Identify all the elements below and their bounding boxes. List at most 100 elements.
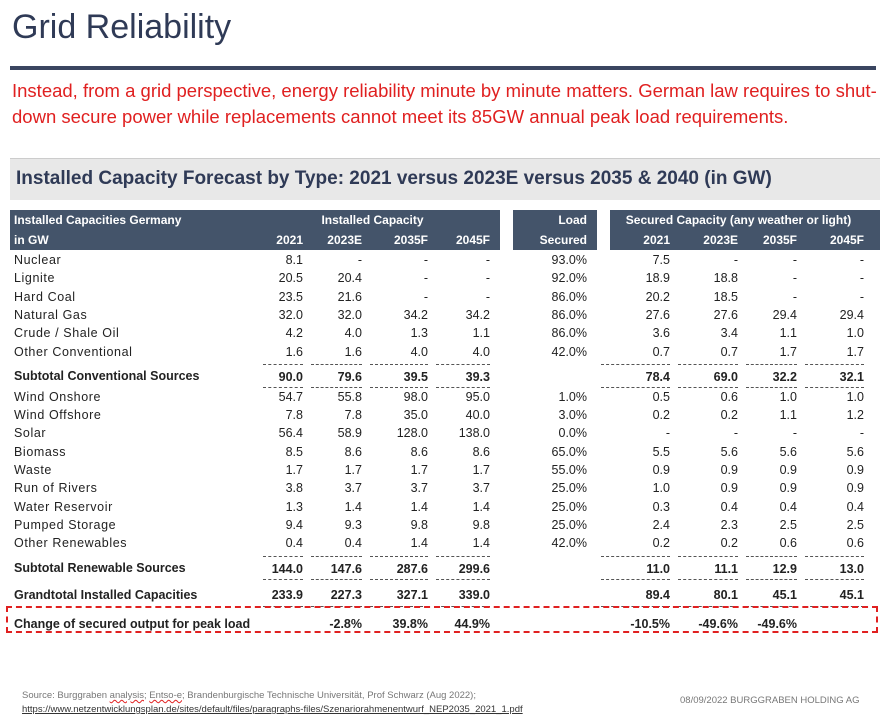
cell-value: 3.0% bbox=[558, 408, 588, 423]
cell-value: 1.2 bbox=[846, 408, 864, 423]
cell-value: 0.4 bbox=[344, 536, 362, 551]
cell-value: 7.5 bbox=[652, 253, 670, 267]
cell-value: - bbox=[859, 271, 864, 286]
cell-value: 0.9 bbox=[652, 463, 670, 477]
cell-value: 32.2 bbox=[746, 363, 797, 388]
cell-value: 20.2 bbox=[645, 289, 670, 304]
cell-value: 25.0% bbox=[551, 499, 587, 514]
cell-value: 0.6 bbox=[720, 389, 738, 404]
source-entso: Entso-e bbox=[149, 690, 183, 701]
header-load: Load bbox=[558, 213, 587, 227]
cell-value: 92.0% bbox=[551, 271, 587, 286]
cell-value: 1.7 bbox=[846, 344, 864, 359]
cell-value: 1.0 bbox=[846, 326, 864, 341]
table-title: Installed Capacity Forecast by Type: 202… bbox=[16, 168, 772, 189]
cell-value: 5.6 bbox=[720, 444, 738, 459]
cell-value: 0.9 bbox=[846, 463, 864, 477]
cell-value: - bbox=[792, 426, 797, 441]
cell-value: 2.4 bbox=[652, 517, 670, 532]
cell-value: - bbox=[485, 271, 490, 286]
cell-value: 0.4 bbox=[285, 536, 303, 551]
row-label: Crude / Shale Oil bbox=[14, 326, 120, 341]
cell-value: 35.0 bbox=[403, 408, 428, 423]
cell-value: 20.5 bbox=[278, 271, 303, 286]
header-bg-load bbox=[513, 210, 597, 250]
page-title: Grid Reliability bbox=[12, 8, 232, 46]
cell-value: 45.1 bbox=[805, 583, 864, 607]
cell-value: 1.0 bbox=[779, 389, 797, 404]
cell-value: 1.1 bbox=[472, 326, 490, 341]
cell-value: 79.6 bbox=[311, 363, 362, 388]
cell-value: 40.0 bbox=[465, 408, 490, 423]
cell-value: 128.0 bbox=[396, 426, 428, 441]
cell-value: 80.1 bbox=[678, 583, 738, 607]
cell-value: 23.5 bbox=[278, 289, 303, 304]
cell-value: 1.3 bbox=[410, 326, 428, 341]
header-year: 2045F bbox=[455, 233, 490, 247]
cell-value: 1.4 bbox=[410, 536, 428, 551]
cell-value: 39.8% bbox=[392, 616, 428, 631]
cell-value: 5.6 bbox=[846, 444, 864, 459]
cell-value: 9.8 bbox=[472, 517, 490, 532]
table-row: Change of secured output for peak load -2… bbox=[12, 611, 864, 637]
cell-value: 1.0% bbox=[558, 389, 588, 404]
cell-value: 29.4 bbox=[772, 307, 797, 322]
footer: 08/09/2022 BURGGRABEN HOLDING AG bbox=[680, 695, 860, 706]
source-note: Source: Burggraben analysis; Entso-e; Br… bbox=[22, 689, 523, 717]
table-row: Other Conventional 1.6 1.6 4.0 4.0 42.0% 0.7 0.… bbox=[12, 343, 864, 361]
cell-value: 0.7 bbox=[720, 344, 738, 359]
header-unit: in GW bbox=[14, 233, 49, 247]
row-label: Change of secured output for peak load bbox=[14, 616, 251, 631]
cell-value: 27.6 bbox=[645, 307, 670, 322]
cell-value: 5.5 bbox=[652, 444, 670, 459]
cell-value: - bbox=[792, 253, 797, 267]
cell-value: 9.3 bbox=[344, 517, 362, 532]
cell-value: 11.0 bbox=[601, 555, 670, 580]
cell-value: 339.0 bbox=[436, 583, 490, 607]
header-year: 2045F bbox=[829, 233, 864, 247]
table-row: Other Renewables 0.4 0.4 1.4 1.4 42.0% 0.2 0.2 0… bbox=[12, 534, 864, 552]
header-year: 2035F bbox=[393, 233, 428, 247]
cell-value: -49.6% bbox=[757, 616, 797, 631]
source-link[interactable]: https://www.netzentwicklungsplan.de/site… bbox=[22, 704, 523, 715]
header-year: 2021 bbox=[643, 233, 670, 247]
cell-value: 3.4 bbox=[720, 326, 738, 341]
cell-value: 1.1 bbox=[779, 408, 797, 423]
cell-value: - bbox=[859, 289, 864, 304]
row-label: Natural Gas bbox=[14, 307, 88, 322]
source-rest: ; Brandenburgische Technische Universitä… bbox=[182, 690, 476, 701]
row-label: Waste bbox=[14, 463, 52, 477]
cell-value: 32.0 bbox=[278, 307, 303, 322]
cell-value: 4.0 bbox=[472, 344, 490, 359]
table-row: Hard Coal 23.5 21.6 - - 86.0% 20.2 18.5 - - bbox=[12, 288, 864, 306]
cell-value: 65.0% bbox=[551, 444, 587, 459]
cell-value: 44.9% bbox=[454, 616, 490, 631]
cell-value: 0.2 bbox=[652, 536, 670, 551]
cell-value: 147.6 bbox=[311, 555, 362, 580]
table-row: Grandtotal Installed Capacities 233.9 227.… bbox=[12, 583, 864, 607]
cell-value: 0.9 bbox=[779, 463, 797, 477]
header-year: 2023E bbox=[327, 233, 362, 247]
cell-value: 25.0% bbox=[551, 517, 587, 532]
cell-value: 69.0 bbox=[678, 363, 738, 388]
cell-value: 42.0% bbox=[551, 344, 587, 359]
cell-value: 39.5 bbox=[370, 363, 428, 388]
cell-value: 2.3 bbox=[720, 517, 738, 532]
cell-value: 1.4 bbox=[344, 499, 362, 514]
row-label: Pumped Storage bbox=[14, 517, 117, 532]
cell-value: 0.4 bbox=[779, 499, 797, 514]
title-divider bbox=[10, 66, 876, 70]
cell-value: -49.6% bbox=[698, 616, 738, 631]
cell-value: 32.1 bbox=[805, 363, 864, 388]
cell-value: 55.8 bbox=[337, 389, 362, 404]
cell-value: 0.9 bbox=[779, 481, 797, 496]
cell-value: - bbox=[733, 253, 738, 267]
source-analysis: analysis bbox=[109, 690, 144, 701]
cell-value: 7.8 bbox=[285, 408, 303, 423]
cell-value: 55.0% bbox=[551, 463, 587, 477]
cell-value: -2.8% bbox=[329, 616, 362, 631]
source-prefix: Source: Burggraben bbox=[22, 690, 110, 701]
cell-value: - bbox=[357, 253, 362, 267]
cell-value: 29.4 bbox=[839, 307, 864, 322]
table-row: Wind Onshore 54.7 55.8 98.0 95.0 1.0% 0.5 0.6 1.… bbox=[12, 388, 864, 406]
